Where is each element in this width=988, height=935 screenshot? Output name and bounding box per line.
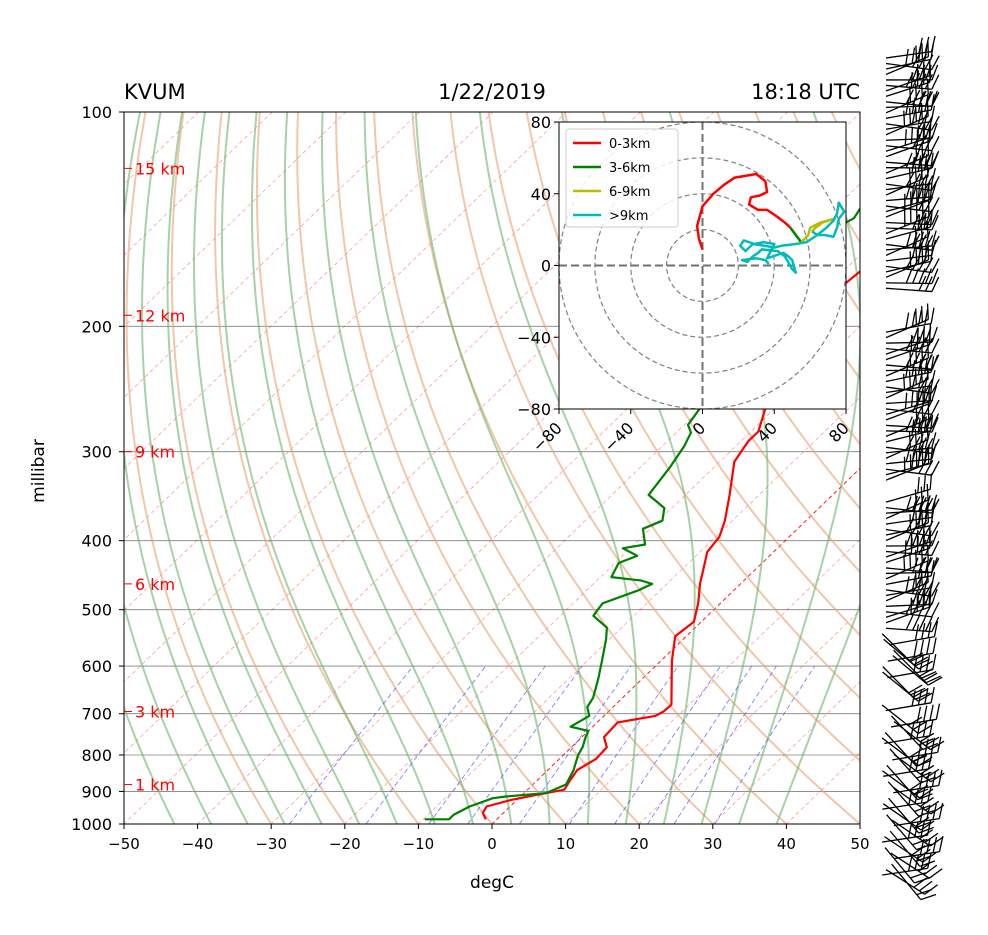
- y-tick-label: 600: [81, 657, 112, 676]
- time-label: 18:18 UTC: [751, 80, 860, 104]
- moist-adiabat-line: [365, 112, 550, 839]
- x-tick-label: −50: [108, 835, 140, 853]
- dry-adiabat-line: [975, 96, 988, 839]
- y-tick-label: 700: [81, 705, 112, 724]
- height-label: 3 km: [135, 702, 175, 721]
- date-label: 1/22/2019: [438, 80, 546, 104]
- y-axis-label: millibar: [29, 439, 49, 503]
- legend-label: 6-9km: [609, 185, 650, 200]
- y-tick-label: 1000: [71, 815, 112, 834]
- wind-barb: [886, 125, 930, 156]
- y-tick-label: 300: [81, 443, 112, 462]
- x-tick-label: 50: [850, 835, 869, 853]
- hodograph-x-tick-label: −40: [600, 418, 637, 455]
- hodograph-y-tick-label: 40: [531, 185, 551, 204]
- x-tick-label: −30: [255, 835, 287, 853]
- hodograph-y-tick-label: −80: [517, 400, 551, 419]
- height-label: 12 km: [135, 306, 185, 325]
- legend-label: 3-6km: [609, 161, 650, 176]
- hodograph-y-tick-label: 80: [531, 113, 551, 132]
- y-tick-label: 900: [81, 782, 112, 801]
- moist-adiabat-line: [252, 112, 440, 839]
- wind-barbs-column: [882, 36, 944, 900]
- hodograph-x-tick-label: 0: [689, 418, 710, 439]
- dry-adiabat-line: [172, 96, 355, 839]
- moist-adiabat-line: [67, 112, 182, 839]
- height-label: 9 km: [135, 443, 175, 462]
- height-label: 6 km: [135, 575, 175, 594]
- x-tick-label: 10: [556, 835, 575, 853]
- wind-barb: [886, 150, 939, 166]
- x-tick-label: 30: [703, 835, 722, 853]
- hodograph: −80 −40 0 40 80 −80 −40 0 40 80 0-3km 3-6km 6-9km >9k…: [517, 113, 853, 456]
- legend-label: 0-3km: [609, 137, 650, 152]
- y-tick-label: 800: [81, 746, 112, 765]
- hodograph-x-tick-label: 80: [825, 418, 853, 446]
- mixing-ratio-line: [569, 666, 678, 824]
- mixing-ratio-line: [519, 666, 631, 824]
- height-label: 15 km: [135, 159, 185, 178]
- x-tick-label: −20: [329, 835, 361, 853]
- wind-barb: [889, 621, 937, 645]
- x-tick-label: −40: [182, 835, 214, 853]
- wind-barb: [886, 436, 939, 453]
- dry-adiabat-line: [937, 96, 988, 839]
- isotherm-line: [0, 79, 527, 839]
- moist-adiabat-line: [322, 112, 513, 839]
- y-tick-label: 400: [81, 532, 112, 551]
- wind-barb: [886, 329, 930, 360]
- wind-barb: [886, 591, 930, 623]
- hodograph-y-tick-label: −40: [517, 328, 551, 347]
- x-axis-label: degC: [470, 873, 514, 893]
- x-tick-label: 20: [630, 835, 649, 853]
- hodograph-x-tick-label: −80: [529, 418, 566, 455]
- x-tick-label: 40: [777, 835, 796, 853]
- x-tick-label: −10: [403, 835, 435, 853]
- station-label: KVUM: [124, 80, 186, 104]
- dry-adiabat-line: [215, 96, 430, 839]
- hodograph-y-tick-label: 0: [541, 257, 551, 276]
- y-tick-label: 100: [81, 103, 112, 122]
- x-tick-label: 0: [487, 835, 497, 853]
- hodograph-legend: 0-3km 3-6km 6-9km >9km: [566, 129, 678, 227]
- height-label: 1 km: [135, 775, 175, 794]
- legend-label: >9km: [609, 209, 648, 224]
- mixing-ratio-line: [715, 666, 815, 824]
- mixing-ratio-line: [289, 666, 413, 824]
- y-tick-label: 500: [81, 601, 112, 620]
- wind-barb: [886, 352, 939, 369]
- y-tick-label: 200: [81, 317, 112, 336]
- mixing-ratio-line: [648, 666, 752, 824]
- dry-adiabat-line: [257, 96, 505, 839]
- hodograph-x-tick-label: 40: [753, 418, 781, 446]
- dry-adiabat-line: [825, 96, 988, 839]
